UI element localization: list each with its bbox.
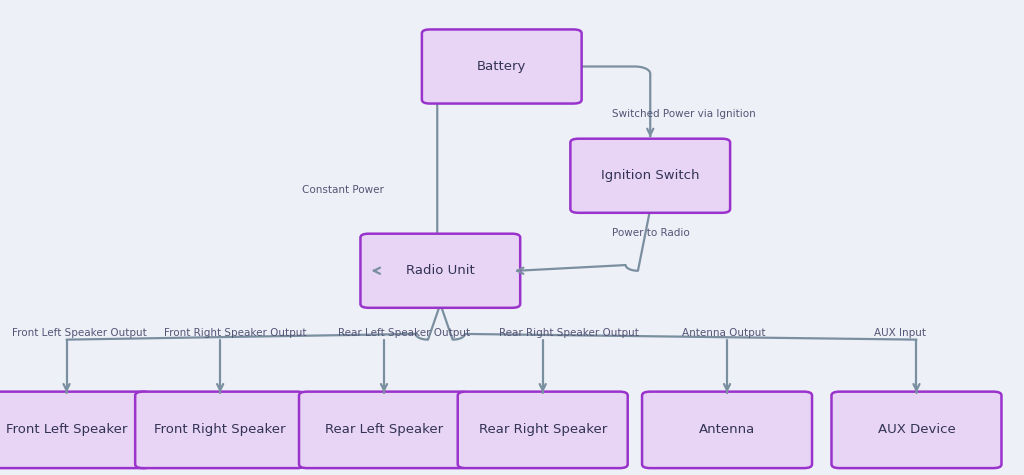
FancyBboxPatch shape xyxy=(299,391,469,468)
Text: Front Left Speaker Output: Front Left Speaker Output xyxy=(12,327,147,338)
Text: Front Right Speaker Output: Front Right Speaker Output xyxy=(164,327,306,338)
FancyBboxPatch shape xyxy=(0,391,152,468)
Text: Rear Right Speaker: Rear Right Speaker xyxy=(478,423,607,437)
Text: AUX Device: AUX Device xyxy=(878,423,955,437)
Text: Front Left Speaker: Front Left Speaker xyxy=(6,423,127,437)
FancyBboxPatch shape xyxy=(831,391,1001,468)
FancyBboxPatch shape xyxy=(135,391,305,468)
FancyBboxPatch shape xyxy=(422,29,582,104)
Text: Rear Left Speaker: Rear Left Speaker xyxy=(325,423,443,437)
FancyBboxPatch shape xyxy=(458,391,628,468)
Text: Antenna Output: Antenna Output xyxy=(682,327,766,338)
Text: Constant Power: Constant Power xyxy=(302,185,384,195)
FancyBboxPatch shape xyxy=(570,139,730,213)
Text: Rear Left Speaker Output: Rear Left Speaker Output xyxy=(338,327,470,338)
Text: Front Right Speaker: Front Right Speaker xyxy=(155,423,286,437)
Text: Switched Power via Ignition: Switched Power via Ignition xyxy=(612,109,756,119)
FancyBboxPatch shape xyxy=(642,391,812,468)
Text: Ignition Switch: Ignition Switch xyxy=(601,169,699,182)
Text: Power to Radio: Power to Radio xyxy=(612,228,690,238)
Text: Radio Unit: Radio Unit xyxy=(406,264,475,277)
Text: AUX Input: AUX Input xyxy=(874,327,927,338)
Text: Battery: Battery xyxy=(477,60,526,73)
FancyBboxPatch shape xyxy=(360,234,520,308)
Text: Antenna: Antenna xyxy=(699,423,755,437)
Text: Rear Right Speaker Output: Rear Right Speaker Output xyxy=(499,327,639,338)
